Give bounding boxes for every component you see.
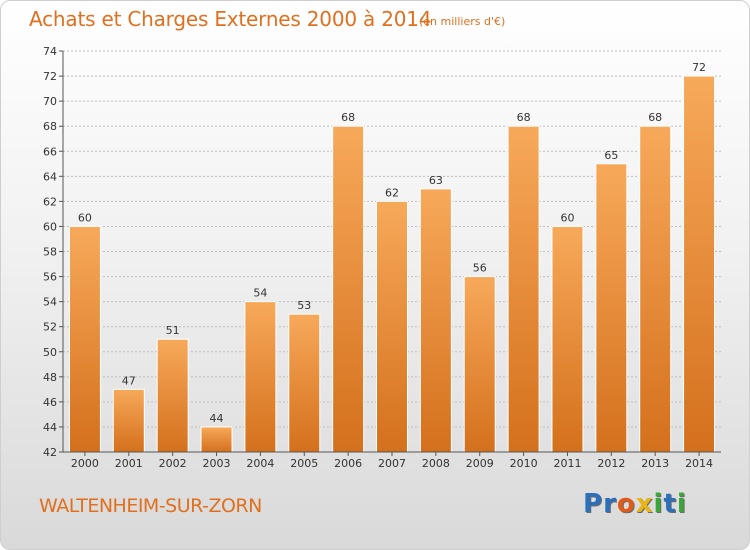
- y-tick-label: 74: [43, 45, 57, 58]
- x-tick-label: 2004: [246, 457, 274, 470]
- x-tick-label: 2000: [71, 457, 99, 470]
- data-label-2014: 72: [692, 61, 706, 74]
- x-tick-label: 2007: [378, 457, 406, 470]
- bar-2008: [419, 188, 452, 453]
- data-label-2013: 68: [648, 111, 662, 124]
- y-tick-label: 56: [43, 271, 57, 284]
- logo-letter: o: [616, 489, 636, 519]
- x-tick-label: 2008: [422, 457, 450, 470]
- data-label-2011: 60: [560, 211, 574, 224]
- bar-2001: [112, 388, 145, 453]
- x-tick-label: 2002: [159, 457, 187, 470]
- bars: [68, 75, 716, 453]
- data-label-2002: 51: [166, 324, 180, 337]
- logo-letter: t: [663, 489, 677, 519]
- y-tick-label: 70: [43, 95, 57, 108]
- data-label-2008: 63: [429, 174, 443, 187]
- data-label-2006: 68: [341, 111, 355, 124]
- bar-2005: [288, 313, 321, 453]
- x-tick-label: 2001: [115, 457, 143, 470]
- x-tick-label: 2003: [203, 457, 231, 470]
- y-tick-label: 64: [43, 170, 57, 183]
- y-tick-label: 66: [43, 145, 57, 158]
- x-tick-label: 2010: [510, 457, 538, 470]
- data-label-2001: 47: [122, 374, 136, 387]
- data-label-2005: 53: [297, 299, 311, 312]
- x-tick-label: 2013: [641, 457, 669, 470]
- chart-subtitle: (en milliers d'€): [419, 15, 506, 28]
- y-tick-label: 50: [43, 346, 57, 359]
- x-tick-label: 2012: [597, 457, 625, 470]
- y-tick-label: 60: [43, 220, 57, 233]
- proxiti-logo: Proxiti: [583, 489, 687, 519]
- data-label-2003: 44: [210, 412, 224, 425]
- bar-2012: [595, 163, 628, 453]
- bar-2006: [332, 125, 365, 453]
- bar-2002: [156, 338, 189, 453]
- data-label-2010: 68: [517, 111, 531, 124]
- y-tick-label: 48: [43, 371, 57, 384]
- logo-letter: P: [583, 489, 604, 519]
- y-tick-label: 46: [43, 396, 57, 409]
- logo-letter: i: [653, 489, 664, 519]
- y-tick-label: 68: [43, 120, 57, 133]
- bar-2014: [683, 75, 716, 453]
- data-label-2004: 54: [253, 287, 267, 300]
- y-tick-label: 52: [43, 321, 57, 334]
- y-tick-label: 62: [43, 195, 57, 208]
- data-label-2009: 56: [473, 262, 487, 275]
- y-tick-label: 54: [43, 296, 57, 309]
- logo-letter: r: [603, 489, 617, 519]
- bar-2009: [463, 276, 496, 453]
- commune-name: WALTENHEIM-SUR-ZORN: [39, 495, 262, 517]
- y-tick-label: 44: [43, 421, 57, 434]
- x-tick-label: 2009: [466, 457, 494, 470]
- bar-2000: [68, 225, 101, 453]
- data-label-2000: 60: [78, 211, 92, 224]
- x-tick-label: 2014: [685, 457, 713, 470]
- bar-2004: [244, 301, 277, 453]
- y-tick-label: 72: [43, 70, 57, 83]
- logo-letter: x: [635, 489, 654, 519]
- y-tick-label: 58: [43, 246, 57, 259]
- bar-2011: [551, 225, 584, 453]
- data-labels: 60 47 51 44 54 53 68 62 63 56 68 60 65 68 72: [78, 61, 706, 425]
- x-tick-label: 2005: [290, 457, 318, 470]
- data-label-2007: 62: [385, 186, 399, 199]
- logo-letter: i: [676, 489, 687, 519]
- bar-2003: [200, 426, 233, 453]
- y-tick-label: 42: [43, 446, 57, 459]
- bar-2010: [507, 125, 540, 453]
- axes: 42 44 46 48 50 52 54 56 58 60 62 64 66 68 70 72 74 2000 20…: [43, 45, 721, 470]
- chart-title: Achats et Charges Externes 2000 à 2014: [29, 7, 432, 31]
- bar-2013: [639, 125, 672, 453]
- bar-2007: [376, 200, 408, 453]
- x-tick-label: 2006: [334, 457, 362, 470]
- x-tick-label: 2011: [553, 457, 581, 470]
- data-label-2012: 65: [604, 149, 618, 162]
